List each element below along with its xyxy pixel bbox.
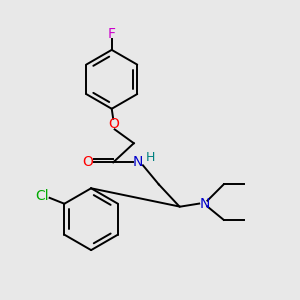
Text: F: F [108,27,116,41]
Text: N: N [133,155,143,170]
Text: O: O [82,155,93,170]
Text: H: H [146,152,155,164]
Text: N: N [199,196,210,211]
Text: O: O [108,117,118,131]
Text: Cl: Cl [35,189,49,203]
